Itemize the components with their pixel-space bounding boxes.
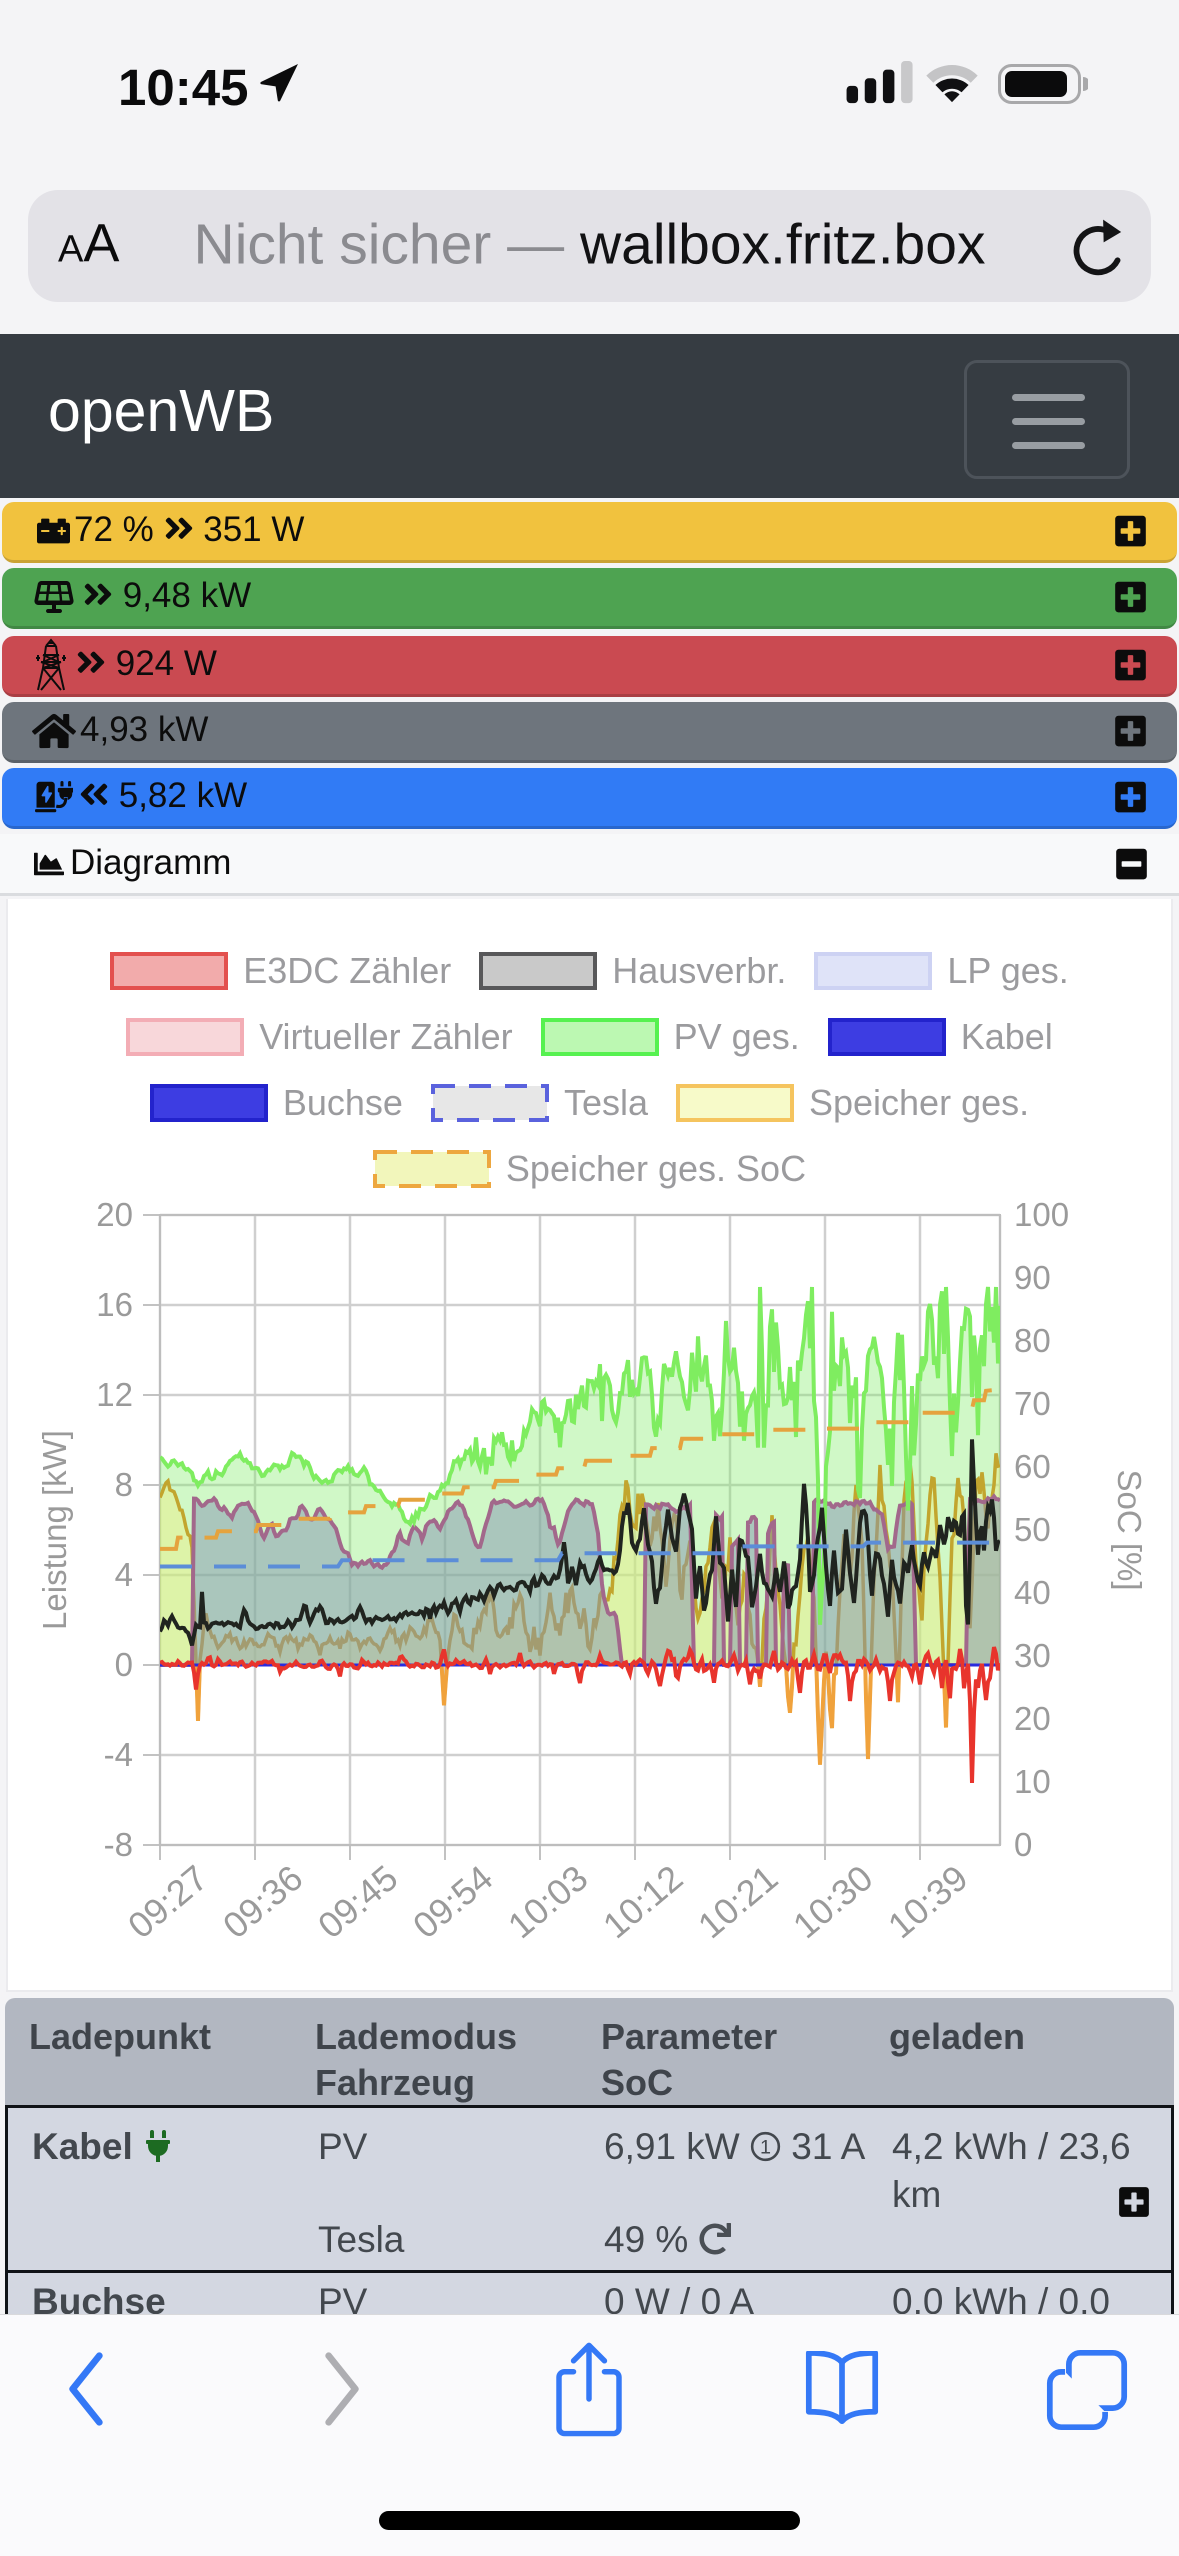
svg-text:70: 70 (1014, 1385, 1051, 1422)
svg-text:10:03: 10:03 (500, 1857, 595, 1946)
svg-text:1: 1 (760, 2136, 771, 2158)
svg-text:10:39: 10:39 (880, 1857, 975, 1946)
svg-text:80: 80 (1014, 1322, 1051, 1359)
svg-text:10: 10 (1014, 1763, 1051, 1800)
svg-text:09:27: 09:27 (120, 1857, 215, 1946)
svg-text:0: 0 (115, 1646, 133, 1683)
svg-text:20: 20 (96, 1196, 133, 1233)
svg-text:Leistung [kW]: Leistung [kW] (36, 1430, 73, 1630)
svg-text:-4: -4 (104, 1736, 133, 1773)
svg-text:10:12: 10:12 (595, 1857, 690, 1946)
svg-text:09:45: 09:45 (310, 1857, 405, 1946)
svg-text:90: 90 (1014, 1259, 1051, 1296)
svg-text:100: 100 (1014, 1196, 1069, 1233)
svg-text:60: 60 (1014, 1448, 1051, 1485)
svg-text:10:30: 10:30 (785, 1857, 880, 1946)
svg-text:16: 16 (96, 1286, 133, 1323)
svg-text:09:54: 09:54 (405, 1857, 500, 1946)
svg-text:09:36: 09:36 (215, 1857, 310, 1946)
svg-text:30: 30 (1014, 1637, 1051, 1674)
svg-text:0: 0 (1014, 1826, 1032, 1863)
svg-text:40: 40 (1014, 1574, 1051, 1611)
svg-text:20: 20 (1014, 1700, 1051, 1737)
svg-text:4: 4 (115, 1556, 133, 1593)
svg-text:12: 12 (96, 1376, 133, 1413)
svg-text:10:21: 10:21 (690, 1857, 785, 1946)
svg-text:8: 8 (115, 1466, 133, 1503)
svg-text:SoC [%]: SoC [%] (1111, 1469, 1148, 1590)
svg-text:-8: -8 (104, 1826, 133, 1863)
svg-text:50: 50 (1014, 1511, 1051, 1548)
